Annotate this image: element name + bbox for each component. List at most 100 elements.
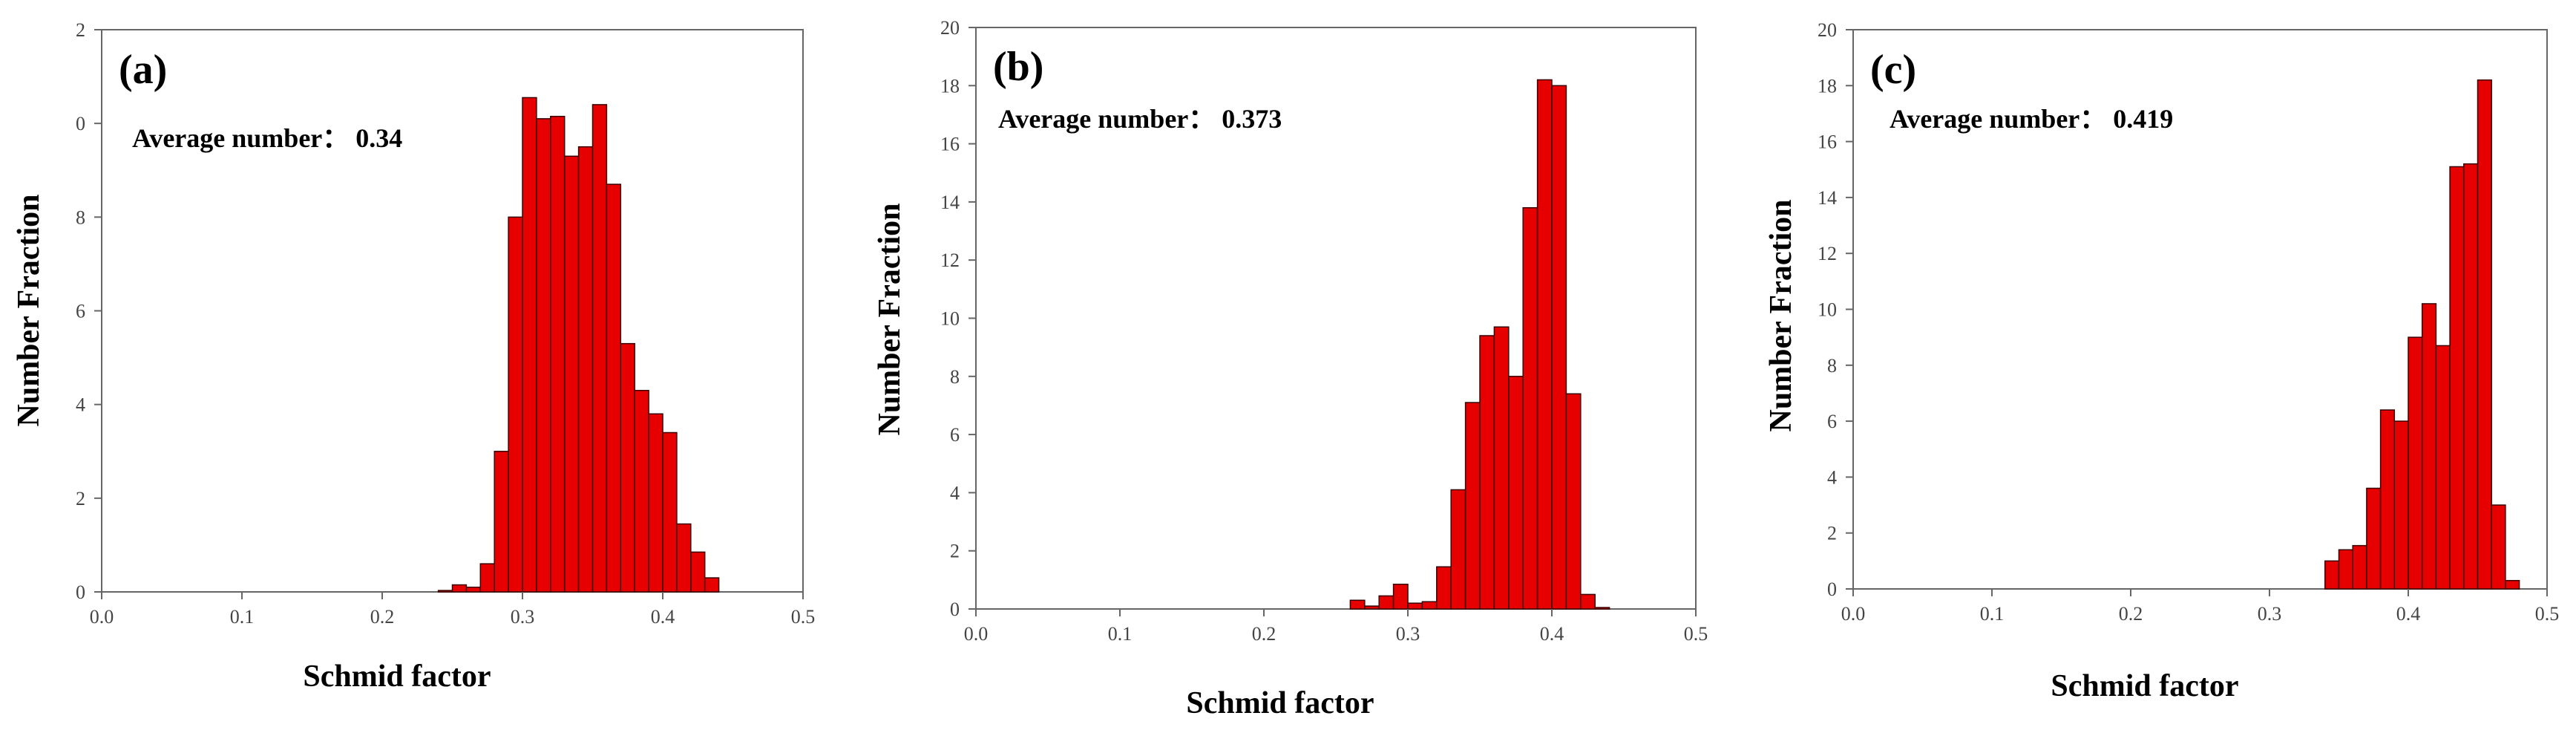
- y-tick-label: 4: [76, 394, 85, 416]
- histogram-bar: [1522, 206, 1538, 610]
- histogram-bar: [1436, 566, 1452, 610]
- y-tick-label: 2: [76, 19, 85, 41]
- histogram-bar: [550, 115, 566, 593]
- histogram-bar: [648, 413, 663, 593]
- histogram-bar: [2463, 163, 2479, 590]
- panel-label: (c): [1870, 47, 1916, 93]
- y-axis-label: Number Fraction: [873, 203, 907, 435]
- histogram-bar: [479, 563, 495, 593]
- y-tick-label: 2: [950, 541, 960, 562]
- x-tick-label: 0.0: [90, 606, 114, 628]
- average-annotation: Average number： 0.34: [132, 123, 402, 153]
- x-axis-label: Schmid factor: [1186, 686, 1374, 720]
- y-tick-label: 4: [950, 482, 960, 504]
- histogram-bar: [1364, 605, 1380, 610]
- histogram-bar: [2435, 345, 2451, 590]
- histogram-bar: [577, 146, 594, 593]
- histogram-bar: [2477, 79, 2492, 590]
- histogram-bar: [1508, 376, 1524, 610]
- plot-frame: [101, 29, 804, 593]
- y-tick-label: 2: [76, 488, 85, 509]
- histogram-bar: [494, 451, 509, 593]
- histogram-bar: [2366, 487, 2382, 590]
- y-tick-label: 14: [1818, 187, 1837, 209]
- histogram-bar: [690, 551, 706, 593]
- histogram-bar: [1378, 595, 1394, 610]
- x-tick-label: 0.3: [1396, 623, 1420, 645]
- x-tick-label: 0.1: [1108, 623, 1133, 645]
- y-tick-label: 10: [1818, 299, 1837, 321]
- bars: [2324, 79, 2520, 590]
- ticks: 0.0 0.1 0.2 0.3 0.4 0.5 0 2 4 6 8 0 2: [76, 19, 815, 628]
- y-tick-label: 0: [76, 581, 85, 603]
- x-tick-label: 0.5: [2535, 603, 2560, 625]
- ticks: 0.0 0.1 0.2 0.3 0.4 0.5 0 2 4 6 8 10 12 14 16 18 20: [1818, 19, 2559, 625]
- y-tick-label: 18: [940, 75, 960, 97]
- y-axis-label: Number Fraction: [12, 194, 46, 426]
- y-tick-label: 8: [1827, 355, 1837, 377]
- x-tick-label: 0.1: [230, 606, 255, 628]
- histogram-bar: [676, 523, 692, 593]
- histogram-bar: [662, 431, 678, 593]
- histogram-bar: [1407, 602, 1423, 610]
- average-annotation: Average number： 0.373: [998, 104, 1282, 134]
- average-annotation: Average number： 0.419: [1890, 104, 2173, 134]
- histogram-bar: [1536, 79, 1553, 610]
- y-tick-label: 0: [1827, 579, 1837, 600]
- ticks: 0.0 0.1 0.2 0.3 0.4 0.5 0 2 4 6 8 10 12 14 16 18 20: [940, 17, 1708, 645]
- y-axis-label: Number Fraction: [1764, 199, 1798, 431]
- histogram-bar: [591, 104, 608, 593]
- panel-a: 0.0 0.1 0.2 0.3 0.4 0.5 0 2 4 6 8 0 2 (a) Average nu…: [12, 19, 815, 694]
- histogram-bar: [2449, 166, 2465, 590]
- x-tick-label: 0.4: [1540, 623, 1564, 645]
- y-tick-label: 6: [76, 301, 85, 322]
- histogram-bar: [1450, 489, 1466, 610]
- histogram-bar: [1479, 335, 1495, 610]
- y-tick-label: 8: [76, 206, 85, 228]
- histogram-bar: [2393, 420, 2409, 590]
- x-tick-label: 0.2: [370, 606, 395, 628]
- histogram-bar: [620, 342, 635, 593]
- x-tick-label: 0.5: [791, 606, 816, 628]
- histogram-bar: [2408, 336, 2423, 590]
- histogram-bar: [451, 584, 468, 593]
- bars: [437, 97, 720, 593]
- y-tick-label: 8: [950, 366, 960, 388]
- x-axis-label: Schmid factor: [2051, 669, 2238, 703]
- y-tick-label: 12: [1818, 243, 1837, 264]
- histogram-bar: [563, 155, 580, 593]
- y-tick-label: 20: [1818, 19, 1837, 41]
- histogram-bar: [2379, 409, 2396, 590]
- y-tick-label: 20: [940, 17, 960, 39]
- histogram-bar: [522, 97, 537, 593]
- histogram-bar: [1594, 607, 1610, 610]
- histogram-bar: [1565, 393, 1582, 610]
- y-tick-label: 2: [1827, 523, 1837, 544]
- x-axis-label: Schmid factor: [303, 659, 491, 694]
- panel-label: (a): [119, 47, 167, 93]
- x-tick-label: 0.2: [1252, 623, 1276, 645]
- bars: [1349, 79, 1610, 610]
- y-tick-label: 16: [940, 134, 960, 155]
- histogram-bar: [2352, 544, 2367, 590]
- histogram-bar: [2491, 504, 2506, 590]
- x-tick-label: 0.1: [1980, 603, 2005, 625]
- y-tick-label: 18: [1818, 75, 1837, 97]
- histogram-bar: [1349, 599, 1366, 610]
- histogram-bar: [1464, 402, 1481, 610]
- histogram-bar: [1421, 601, 1438, 610]
- histogram-bar: [508, 216, 523, 593]
- y-tick-label: 14: [940, 192, 960, 213]
- panel-label: (b): [993, 44, 1043, 90]
- y-tick-label: 4: [1827, 466, 1837, 488]
- histogram-bar: [2421, 303, 2437, 590]
- histogram-bar: [1493, 326, 1510, 610]
- histogram-bar: [1392, 583, 1409, 610]
- y-tick-label: 0: [76, 113, 85, 134]
- x-tick-label: 0.0: [964, 623, 989, 645]
- histogram-bar: [2324, 560, 2340, 590]
- x-tick-label: 0.4: [651, 606, 675, 628]
